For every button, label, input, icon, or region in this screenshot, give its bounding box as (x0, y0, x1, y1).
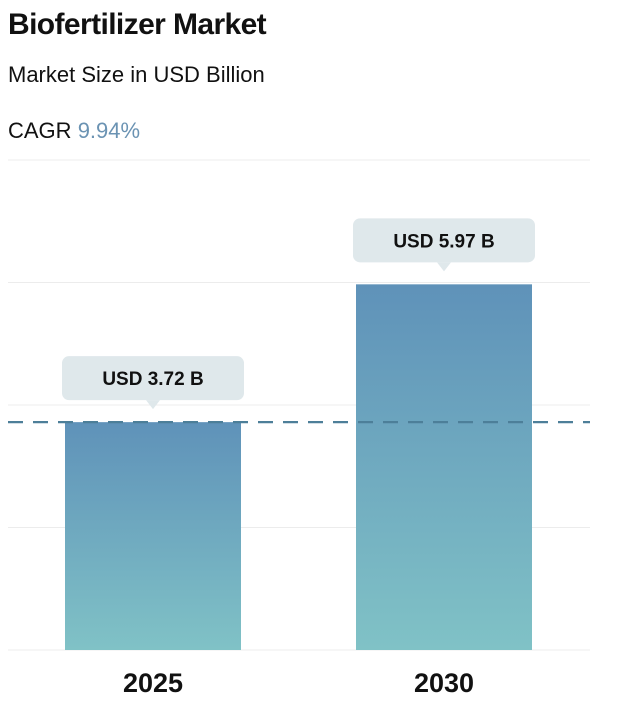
callout-pointer (146, 400, 160, 410)
x-tick-label: 2025 (123, 668, 183, 698)
bar-2025 (65, 422, 241, 650)
value-callout-2025: USD 3.72 B (62, 356, 244, 410)
chart-title: Biofertilizer Market (8, 8, 267, 41)
bar-2030 (356, 284, 532, 650)
callout-box (62, 356, 244, 401)
value-callouts: USD 3.72 B USD 5.97 B (62, 218, 535, 410)
cagr-value: 9.94% (77, 118, 141, 143)
x-tick-label: 2030 (414, 668, 474, 698)
value-label: USD 5.97 B (393, 231, 494, 252)
chart-subtitle: Market Size in USD Billion (8, 62, 265, 87)
value-callout-2030: USD 5.97 B (353, 218, 535, 272)
value-label: USD 3.72 B (102, 369, 203, 390)
callout-box (353, 218, 535, 263)
cagr-label: CAGR (8, 118, 72, 143)
x-axis-tick-labels: 2025 2030 (123, 668, 474, 698)
bars (65, 284, 532, 650)
cagr-line: CAGR 9.94% (8, 118, 140, 144)
callout-pointer (437, 262, 451, 272)
